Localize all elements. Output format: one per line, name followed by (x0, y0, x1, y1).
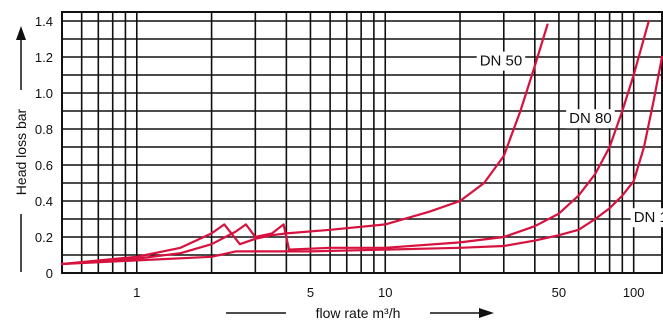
series-label-background (566, 109, 615, 129)
y-tick-label: 0.6 (35, 158, 53, 173)
series-label-2: DN 80 (569, 110, 612, 127)
series-line-3 (60, 55, 663, 266)
x-axis-title-group: flow rate m³/h (226, 305, 494, 321)
x-axis-label: flow rate m³/h (316, 305, 401, 321)
y-tick-label: 0.4 (35, 194, 53, 209)
x-tick-label: 1 (133, 285, 140, 300)
plot-frame (61, 11, 663, 274)
grid (61, 12, 662, 274)
series-label-background (476, 51, 526, 71)
y-axis-title-group: Head loss bar (13, 26, 29, 272)
series-line-2 (60, 19, 650, 266)
x-tick-label: 10 (378, 285, 392, 300)
y-tick-label: 1.0 (35, 86, 53, 101)
x-tick-label: 50 (552, 285, 566, 300)
x-tick-label: 5 (307, 285, 314, 300)
series-label-1: DN 50 (480, 53, 523, 70)
x-tick-label: 100 (623, 285, 645, 300)
y-axis-label: Head loss bar (13, 108, 29, 195)
y-tick-labels: 0 0.2 0.4 0.6 0.8 1.0 1.2 1.4 (35, 14, 53, 281)
y-tick-label: 1.4 (35, 14, 53, 29)
y-tick-label: 0 (46, 266, 53, 281)
x-axis-arrow-head (479, 308, 494, 318)
series-label-3: DN 100 (634, 209, 663, 226)
y-axis-arrow-head (16, 26, 26, 40)
series-label-background (630, 208, 663, 228)
series-labels: DN 50 DN 80 DN 100 (476, 51, 663, 228)
series-line-1 (60, 23, 549, 266)
y-tick-label: 1.2 (35, 50, 53, 65)
x-tick-labels: 1 5 10 50 100 (133, 285, 644, 300)
y-tick-label: 0.8 (35, 122, 53, 137)
series-lines (60, 19, 663, 266)
y-tick-label: 0.2 (35, 230, 53, 245)
